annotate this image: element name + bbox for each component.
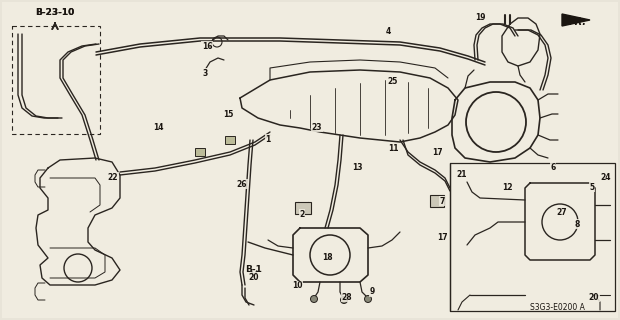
Text: 6: 6 [551, 163, 556, 172]
Text: 24: 24 [601, 172, 611, 181]
Text: 11: 11 [388, 143, 398, 153]
Bar [225, 136, 235, 144]
Text: 13: 13 [352, 163, 362, 172]
Bar [430, 195, 444, 207]
Circle shape [311, 295, 317, 302]
Text: 18: 18 [322, 252, 332, 261]
Text: 20: 20 [589, 292, 600, 301]
Text: 7: 7 [440, 196, 445, 205]
Text: 3: 3 [202, 68, 208, 77]
Bar [450, 163, 615, 311]
Text: 26: 26 [237, 180, 247, 188]
Text: 2: 2 [299, 210, 304, 219]
Bar [295, 202, 311, 214]
Text: S3G3-E0200 A: S3G3-E0200 A [530, 302, 585, 311]
Circle shape [365, 295, 371, 302]
Text: 28: 28 [342, 292, 352, 301]
Text: 10: 10 [292, 282, 302, 291]
Text: B-23-10: B-23-10 [35, 7, 74, 17]
Text: B-1: B-1 [246, 266, 262, 275]
Text: 22: 22 [108, 172, 118, 181]
Text: 1: 1 [265, 134, 270, 143]
Circle shape [340, 297, 347, 303]
Polygon shape [562, 14, 590, 26]
Text: 5: 5 [590, 182, 595, 191]
Text: B-23-10: B-23-10 [35, 7, 74, 17]
Text: 15: 15 [223, 109, 233, 118]
Text: 23: 23 [312, 123, 322, 132]
Text: 27: 27 [557, 207, 567, 217]
Text: 9: 9 [370, 287, 374, 297]
Text: 17: 17 [432, 148, 442, 156]
Text: 21: 21 [457, 170, 467, 179]
Bar [12, 26, 100, 134]
Bar [195, 148, 205, 156]
Text: 19: 19 [475, 12, 485, 21]
Text: 20: 20 [249, 273, 259, 282]
Text: 12: 12 [502, 182, 512, 191]
Text: 8: 8 [574, 220, 580, 228]
Text: 17: 17 [436, 233, 447, 242]
Text: FR.: FR. [569, 17, 587, 27]
Text: 25: 25 [388, 76, 398, 85]
Text: 16: 16 [202, 42, 212, 51]
Text: 14: 14 [153, 123, 163, 132]
Text: 4: 4 [386, 27, 391, 36]
